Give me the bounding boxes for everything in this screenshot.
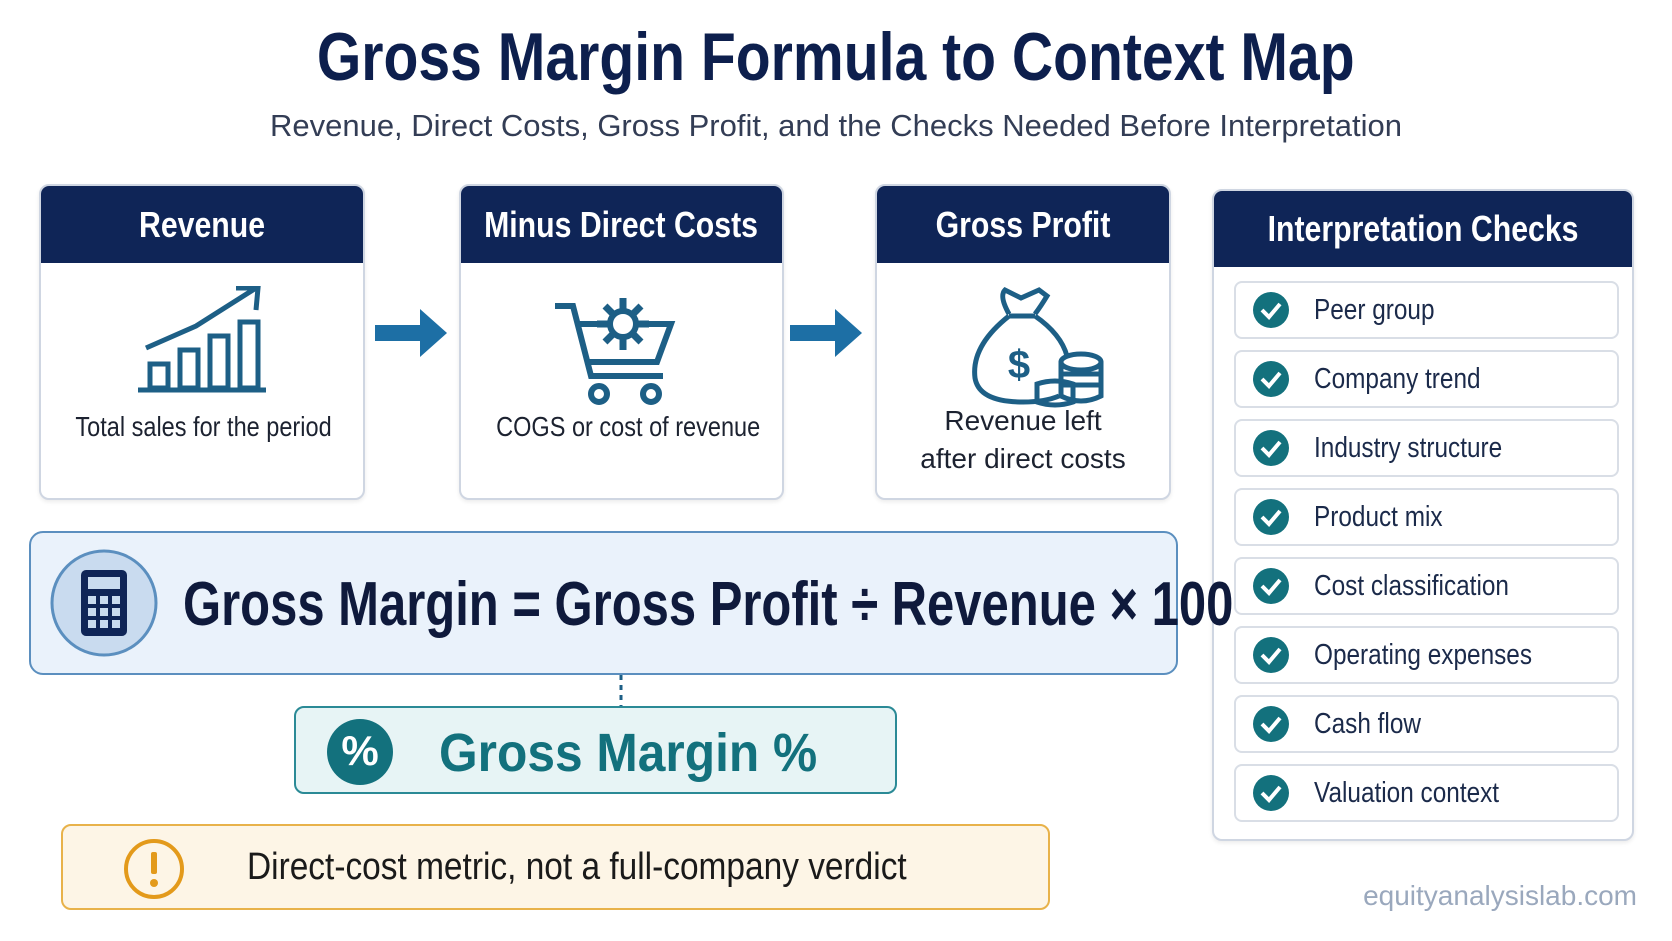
percent-icon: % [327, 719, 393, 785]
check-item: Peer group [1234, 281, 1619, 339]
warning-icon [124, 839, 184, 899]
check-label: Operating expenses [1314, 638, 1533, 671]
note-box: Direct-cost metric, not a full-company v… [61, 824, 1050, 910]
svg-text:$: $ [1008, 343, 1030, 387]
check-label: Valuation context [1314, 776, 1500, 809]
check-icon [1253, 292, 1289, 328]
check-item: Company trend [1234, 350, 1619, 408]
subtitle: Revenue, Direct Costs, Gross Profit, and… [269, 108, 1403, 143]
check-label: Product mix [1314, 500, 1443, 533]
check-icon [1253, 706, 1289, 742]
check-icon [1253, 637, 1289, 673]
svg-text:%: % [341, 727, 378, 774]
result: Gross Margin % [439, 722, 850, 784]
step-text-line: COGS or cost of revenue [496, 411, 761, 442]
checks-title: Interpretation Checks [1267, 208, 1579, 249]
check-icon [1253, 499, 1289, 535]
step-title: Minus Direct Costs [484, 203, 759, 245]
note: Direct-cost metric, not a full-company v… [247, 846, 997, 889]
check-item: Operating expenses [1234, 626, 1619, 684]
money-bag-icon: $ [972, 286, 1104, 408]
result-label: Gross Margin % [439, 723, 818, 783]
result-box: % Gross Margin % [294, 706, 897, 794]
arrow [790, 309, 862, 357]
step-title: Revenue [138, 203, 266, 245]
step-title: Gross Profit [935, 203, 1111, 245]
step-text: COGS or cost of revenue [471, 408, 772, 446]
check-icon [1253, 430, 1289, 466]
step-text: Revenue left after direct costs [920, 405, 1126, 474]
source: equityanalysislab.com [1363, 880, 1637, 911]
check-item: Product mix [1234, 488, 1619, 546]
check-icon [1253, 568, 1289, 604]
title: Gross Margin Formula to Context Map [0, 18, 1672, 96]
check-item: Valuation context [1234, 764, 1619, 822]
check-item: Cash flow [1234, 695, 1619, 753]
check-icon [1253, 361, 1289, 397]
step-header: Revenue [41, 186, 363, 263]
step-text-line: Total sales for the period [75, 411, 332, 442]
step-card: Gross Profit $ Revenue left after direct… [875, 184, 1171, 500]
check-label: Company trend [1314, 362, 1481, 395]
chart-icon [138, 286, 266, 393]
check-label: Peer group [1314, 293, 1435, 326]
checks-panel: Interpretation Checks Peer group Company … [1212, 189, 1634, 841]
check-item: Industry structure [1234, 419, 1619, 477]
calculator-icon [50, 549, 158, 657]
cart-gear-icon [555, 298, 676, 405]
step-card: Revenue Total sales for the period [39, 184, 365, 500]
checks-header: Interpretation Checks [1214, 191, 1632, 267]
connector [619, 675, 623, 707]
formula: Gross Margin = Gross Profit ÷ Revenue × … [183, 569, 1513, 640]
formula-text: Gross Margin = Gross Profit ÷ Revenue × … [183, 570, 1234, 639]
note-text: Direct-cost metric, not a full-company v… [247, 846, 907, 888]
check-icon [1253, 775, 1289, 811]
step-header: Gross Profit [877, 186, 1169, 263]
check-label: Industry structure [1314, 431, 1503, 464]
check-item: Cost classification [1234, 557, 1619, 615]
step-text: Total sales for the period [51, 408, 353, 446]
formula-box: Gross Margin = Gross Profit ÷ Revenue × … [29, 531, 1233, 675]
step-card: Minus Direct Costs COGS or cost of reven… [459, 184, 784, 500]
check-label: Cost classification [1314, 569, 1509, 602]
step-header: Minus Direct Costs [461, 186, 782, 263]
arrow [375, 309, 447, 357]
check-label: Cash flow [1314, 707, 1421, 740]
title-text: Gross Margin Formula to Context Map [317, 19, 1355, 95]
